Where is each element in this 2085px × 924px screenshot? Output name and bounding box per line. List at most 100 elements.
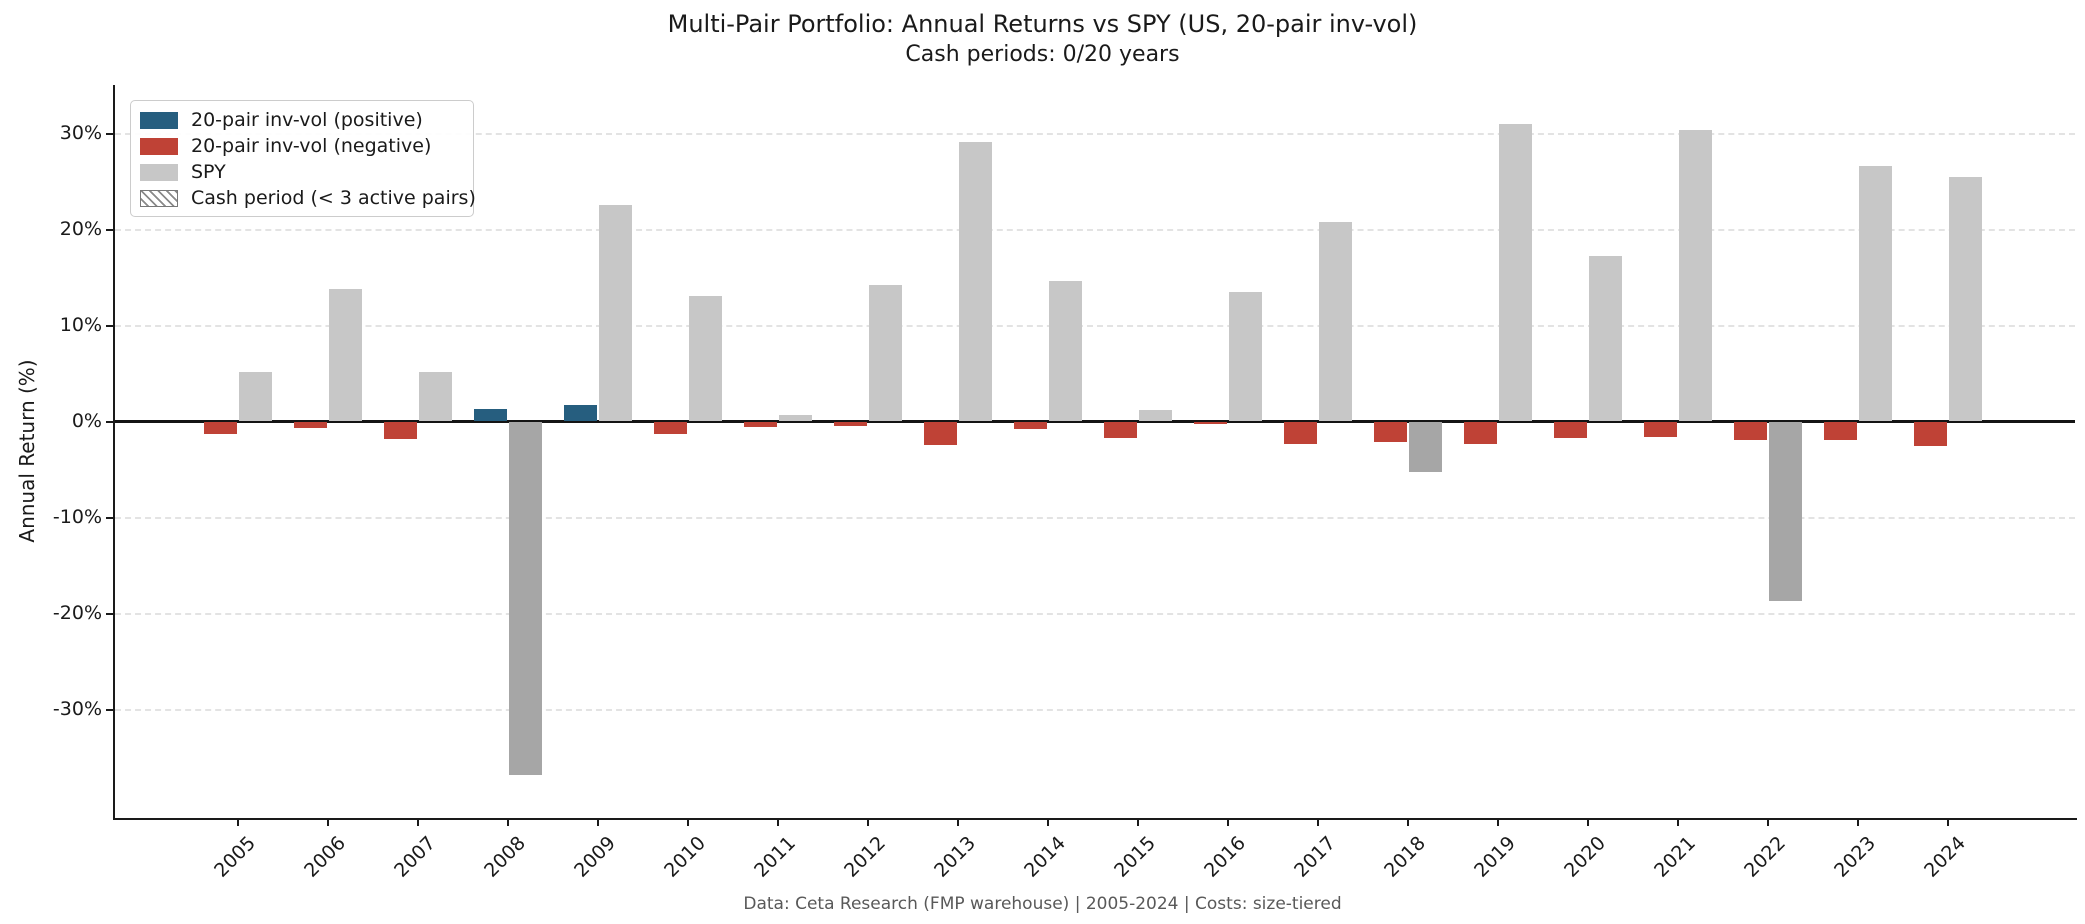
bar-spy-2009 <box>599 204 632 422</box>
x-tick-mark <box>867 818 869 826</box>
bar-strategy-2008 <box>474 409 507 422</box>
gridline-20 <box>115 228 2075 231</box>
bar-strategy-2021 <box>1644 421 1677 437</box>
bar-spy-2022 <box>1769 421 1802 602</box>
x-tick-label-2008: 2008 <box>479 832 530 882</box>
bar-strategy-2014 <box>1014 421 1047 430</box>
x-tick-mark <box>1047 818 1049 826</box>
bar-strategy-2018 <box>1374 421 1407 442</box>
x-tick-mark <box>1587 818 1589 826</box>
chart-title: Multi-Pair Portfolio: Annual Returns vs … <box>667 10 1418 38</box>
legend-item-2: SPY <box>140 159 473 185</box>
x-tick-label-2015: 2015 <box>1109 832 1160 882</box>
bar-strategy-2009 <box>564 405 597 422</box>
bar-strategy-2005 <box>204 421 237 434</box>
x-axis-spine <box>113 818 2077 820</box>
x-tick-mark <box>1767 818 1769 826</box>
color-swatch-icon <box>140 111 178 129</box>
bar-spy-2008 <box>509 421 542 775</box>
y-tick-mark <box>106 516 114 519</box>
bar-strategy-2016 <box>1194 421 1227 425</box>
y-tick-label: 20% <box>59 217 102 240</box>
y-tick-label: -20% <box>52 601 102 624</box>
x-tick-label-2020: 2020 <box>1559 832 1610 882</box>
bar-strategy-2023 <box>1824 421 1857 440</box>
bar-strategy-2019 <box>1464 421 1497 444</box>
bar-spy-2014 <box>1049 281 1082 422</box>
x-tick-label-2010: 2010 <box>659 832 710 882</box>
bar-strategy-2006 <box>294 421 327 429</box>
y-tick-label: 0% <box>71 409 102 432</box>
bar-spy-2018 <box>1409 421 1442 473</box>
gridline-30 <box>115 132 2075 135</box>
y-tick-label: -30% <box>52 697 102 720</box>
y-tick-mark <box>106 132 114 135</box>
legend-label: Cash period (< 3 active pairs) <box>191 187 476 209</box>
bar-spy-2007 <box>419 371 452 422</box>
x-tick-label-2018: 2018 <box>1379 832 1430 882</box>
legend-item-1: 20-pair inv-vol (negative) <box>140 133 473 159</box>
x-tick-mark <box>237 818 239 826</box>
bar-spy-2013 <box>959 142 992 422</box>
x-tick-mark <box>507 818 509 826</box>
legend-label: 20-pair inv-vol (negative) <box>191 135 432 157</box>
bar-spy-2019 <box>1499 123 1532 422</box>
bar-spy-2006 <box>329 289 362 422</box>
x-tick-mark <box>597 818 599 826</box>
x-tick-label-2023: 2023 <box>1829 832 1880 882</box>
bar-spy-2010 <box>689 295 722 422</box>
y-tick-mark <box>106 708 114 711</box>
zero-line <box>115 420 2075 423</box>
color-swatch-icon <box>140 137 178 155</box>
x-tick-label-2019: 2019 <box>1469 832 1520 882</box>
x-tick-mark <box>1677 818 1679 826</box>
x-tick-mark <box>1227 818 1229 826</box>
y-tick-mark <box>106 612 114 615</box>
bar-spy-2015 <box>1139 409 1172 422</box>
bar-strategy-2015 <box>1104 421 1137 438</box>
gridline--20 <box>115 612 2075 615</box>
legend-label: 20-pair inv-vol (positive) <box>191 109 423 131</box>
bar-spy-2024 <box>1949 176 1982 422</box>
x-tick-mark <box>1947 818 1949 826</box>
x-tick-label-2016: 2016 <box>1199 832 1250 882</box>
bar-strategy-2024 <box>1914 421 1947 447</box>
footer-note: Data: Ceta Research (FMP warehouse) | 20… <box>743 894 1342 914</box>
x-tick-label-2017: 2017 <box>1289 832 1340 882</box>
hatch-swatch-icon <box>140 189 178 207</box>
y-tick-label: 10% <box>59 313 102 336</box>
color-swatch-icon <box>140 163 178 181</box>
x-tick-label-2007: 2007 <box>389 832 440 882</box>
gridline--30 <box>115 708 2075 711</box>
bar-strategy-2012 <box>834 421 867 427</box>
bar-strategy-2010 <box>654 421 687 434</box>
y-tick-label: -10% <box>52 505 102 528</box>
gridline--10 <box>115 516 2075 519</box>
chart-subtitle: Cash periods: 0/20 years <box>905 42 1180 67</box>
bar-spy-2021 <box>1679 129 1712 422</box>
y-axis-spine <box>113 85 115 820</box>
bar-spy-2020 <box>1589 256 1622 422</box>
bar-spy-2016 <box>1229 291 1262 422</box>
x-tick-label-2013: 2013 <box>929 832 980 882</box>
x-tick-mark <box>417 818 419 826</box>
x-tick-label-2021: 2021 <box>1649 832 1700 882</box>
gridline-10 <box>115 324 2075 327</box>
x-tick-label-2022: 2022 <box>1739 832 1790 882</box>
legend-label: SPY <box>191 161 226 183</box>
legend: 20-pair inv-vol (positive) 20-pair inv-vo… <box>130 100 476 217</box>
x-tick-label-2011: 2011 <box>749 832 800 882</box>
x-tick-mark <box>1317 818 1319 826</box>
bar-spy-2023 <box>1859 166 1892 422</box>
x-tick-label-2005: 2005 <box>209 832 260 882</box>
bar-strategy-2007 <box>384 421 417 439</box>
bar-spy-2012 <box>869 285 902 422</box>
x-tick-mark <box>687 818 689 826</box>
x-tick-label-2012: 2012 <box>839 832 890 882</box>
x-tick-mark <box>1857 818 1859 826</box>
x-tick-label-2014: 2014 <box>1019 832 1070 882</box>
x-tick-mark <box>1407 818 1409 826</box>
bar-strategy-2011 <box>744 421 777 428</box>
x-tick-mark <box>327 818 329 826</box>
